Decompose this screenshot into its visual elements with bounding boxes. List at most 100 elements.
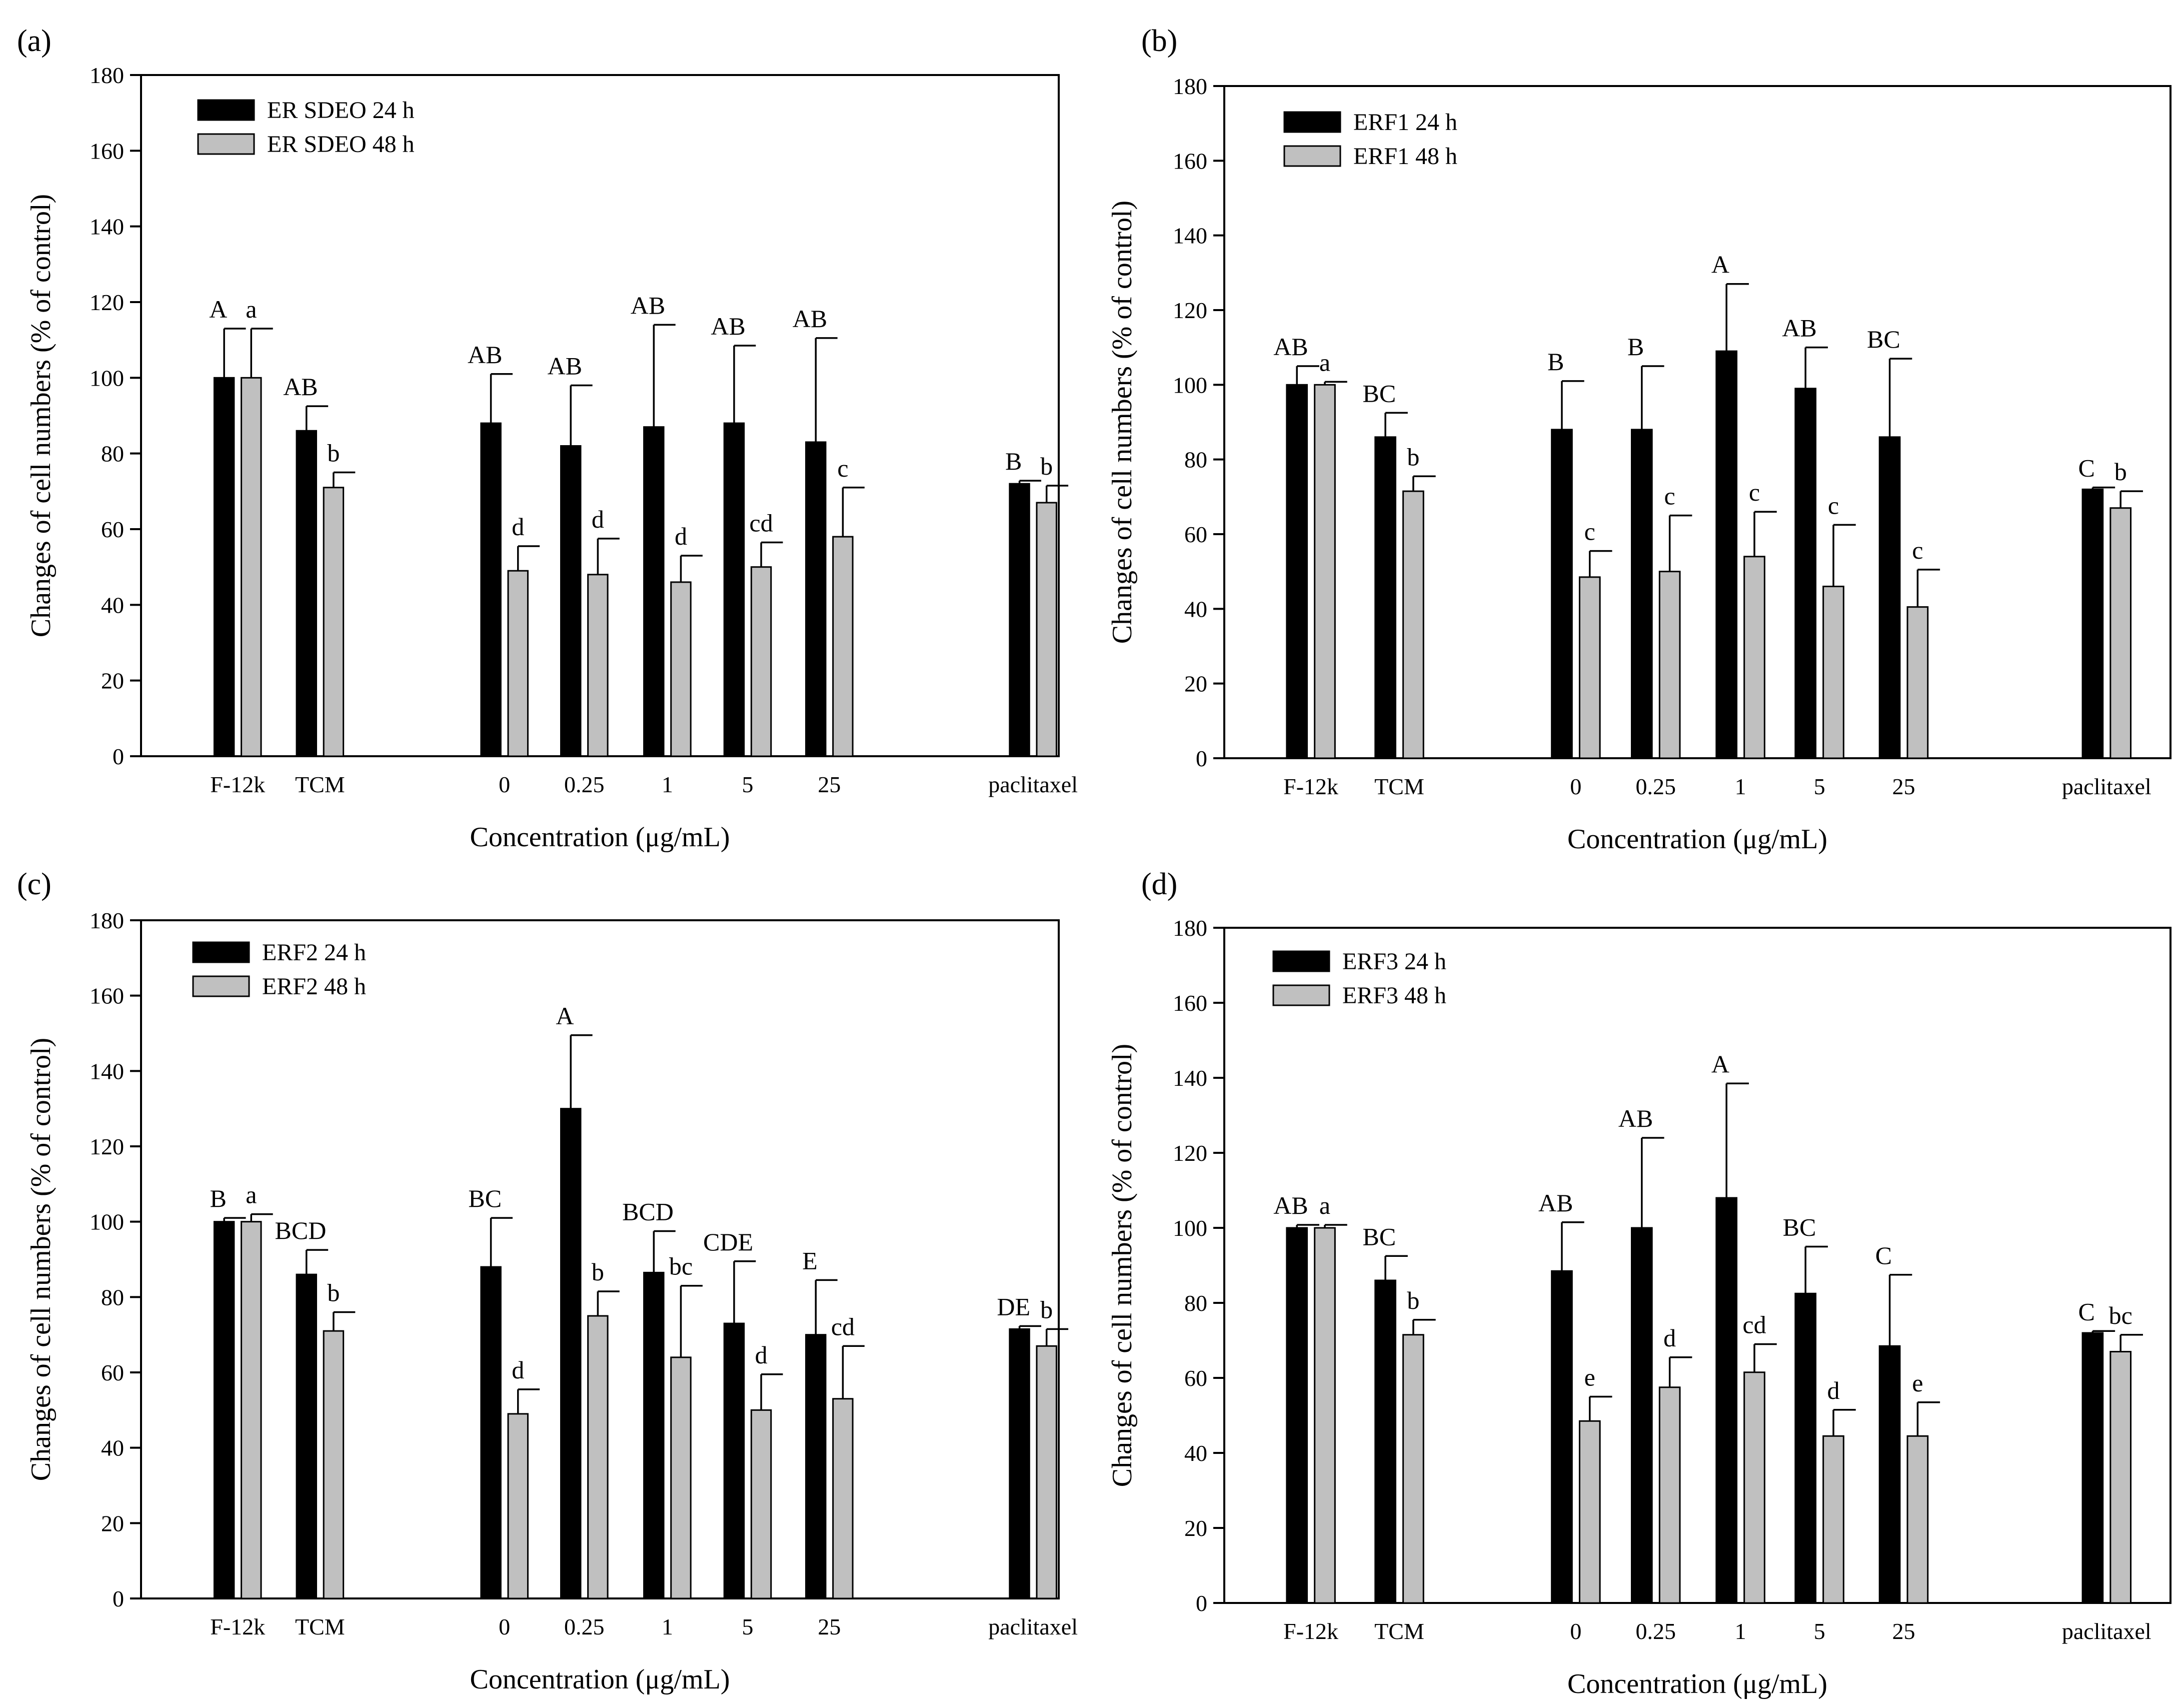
- y-tick-label: 120: [1173, 298, 1207, 323]
- x-tick-label: 0.25: [1636, 1618, 1676, 1644]
- significance-label: d: [592, 505, 604, 533]
- bar-24h: [1009, 1328, 1030, 1599]
- y-tick-label: 160: [1173, 148, 1207, 174]
- x-tick-label: paclitaxel: [988, 772, 1078, 797]
- bar-24h: [560, 1108, 582, 1599]
- y-tick-label: 0: [113, 744, 124, 769]
- significance-label: b: [1040, 452, 1053, 480]
- bar-24h: [805, 441, 827, 757]
- significance-label: c: [1584, 518, 1595, 546]
- bar-48h: [1402, 490, 1424, 759]
- legend-swatch: [197, 99, 255, 121]
- legend-swatch: [1283, 145, 1341, 167]
- y-tick-label: 100: [90, 365, 124, 391]
- panel-label: (c): [17, 867, 52, 901]
- chart-panel-b: (b) 0 20 40 60 80 100 120 140 160 180 Changes of ce…: [1107, 24, 2171, 855]
- y-tick-label: 20: [1184, 1515, 1207, 1541]
- significance-label: AB: [711, 312, 745, 340]
- significance-label: BC: [1363, 1222, 1396, 1250]
- legend-swatch: [197, 133, 255, 155]
- bar-48h: [1658, 1386, 1681, 1604]
- y-tick-label: 20: [101, 668, 124, 694]
- significance-label: e: [1584, 1363, 1595, 1391]
- significance-label: a: [1319, 1191, 1330, 1219]
- bar-48h: [1314, 384, 1336, 759]
- significance-label: AB: [793, 305, 827, 333]
- significance-label: A: [209, 295, 227, 323]
- bar-24h: [1631, 1227, 1653, 1604]
- bar-24h: [1878, 1345, 1901, 1604]
- significance-label: e: [1912, 1369, 1923, 1397]
- x-tick-label: 0: [1570, 1618, 1581, 1644]
- bar-24h: [296, 1273, 317, 1599]
- y-tick-label: 60: [1184, 522, 1207, 547]
- significance-label: c: [837, 454, 848, 482]
- bar-48h: [241, 377, 262, 757]
- x-tick-label: 0.25: [1636, 774, 1676, 799]
- x-tick-label: 0: [499, 772, 510, 797]
- bar-24h: [1286, 384, 1308, 759]
- significance-label: c: [1912, 536, 1923, 564]
- bar-48h: [750, 1409, 772, 1599]
- y-tick-label: 180: [1173, 74, 1207, 99]
- bar-24h: [723, 1322, 745, 1599]
- bar-48h: [1743, 1371, 1765, 1604]
- x-tick-label: F-12k: [210, 772, 265, 797]
- x-tick-label: F-12k: [1283, 1618, 1338, 1644]
- legend-label: ERF2 48 h: [262, 973, 366, 1000]
- x-tick-label: 5: [1814, 774, 1825, 799]
- x-axis-label: Concentration (μg/mL): [1567, 1668, 1827, 1699]
- y-tick-label: 40: [1184, 1440, 1207, 1466]
- bar-48h: [1578, 1420, 1601, 1604]
- bar-48h: [1822, 1435, 1844, 1604]
- bar-24h: [2081, 488, 2104, 759]
- significance-label: bc: [669, 1252, 693, 1280]
- y-tick-label: 180: [90, 908, 124, 933]
- bar-48h: [1822, 586, 1844, 759]
- panel-label: (a): [17, 24, 52, 58]
- significance-label: b: [2114, 458, 2127, 486]
- significance-label: AB: [548, 352, 582, 380]
- bar-24h: [480, 1266, 502, 1599]
- significance-label: AB: [283, 373, 318, 401]
- x-tick-label: paclitaxel: [2062, 1618, 2151, 1644]
- bar-24h: [2081, 1332, 2104, 1604]
- significance-label: DE: [997, 1292, 1030, 1320]
- significance-label: BC: [468, 1184, 502, 1212]
- y-tick-label: 20: [1184, 671, 1207, 697]
- x-tick-label: 5: [1814, 1618, 1825, 1644]
- legend-swatch: [1272, 984, 1330, 1006]
- y-tick-label: 180: [90, 63, 124, 88]
- x-tick-label: 25: [818, 772, 841, 797]
- y-axis-label: Changes of cell numbers (% of control): [26, 1038, 57, 1481]
- bar-24h: [296, 430, 317, 757]
- legend-label: ERF3 48 h: [1342, 982, 1446, 1009]
- legend-swatch: [192, 941, 250, 963]
- significance-label: A: [1711, 1050, 1729, 1078]
- bar-24h: [805, 1334, 827, 1599]
- legend-swatch: [192, 975, 250, 997]
- x-tick-label: 1: [662, 1614, 673, 1639]
- significance-label: a: [246, 295, 257, 323]
- y-tick-label: 80: [101, 1284, 124, 1310]
- y-tick-label: 180: [1173, 915, 1207, 941]
- bar-24h: [1551, 429, 1573, 759]
- bar-48h: [323, 487, 345, 757]
- y-tick-label: 60: [101, 517, 124, 542]
- bar-48h: [587, 574, 609, 757]
- significance-label: B: [1547, 348, 1564, 376]
- y-tick-label: 100: [90, 1209, 124, 1235]
- bar-24h: [1374, 1279, 1396, 1604]
- bar-24h: [1715, 350, 1738, 759]
- x-tick-label: 1: [1735, 1618, 1746, 1644]
- bar-48h: [241, 1221, 262, 1599]
- significance-label: A: [1711, 251, 1729, 279]
- significance-label: b: [1040, 1295, 1053, 1323]
- significance-label: b: [327, 439, 340, 467]
- y-tick-label: 20: [101, 1510, 124, 1536]
- x-tick-label: 0: [499, 1614, 510, 1639]
- bar-48h: [1906, 606, 1929, 759]
- legend-label: ER SDEO 48 h: [267, 131, 415, 158]
- significance-label: AB: [631, 291, 665, 319]
- bar-48h: [832, 536, 854, 757]
